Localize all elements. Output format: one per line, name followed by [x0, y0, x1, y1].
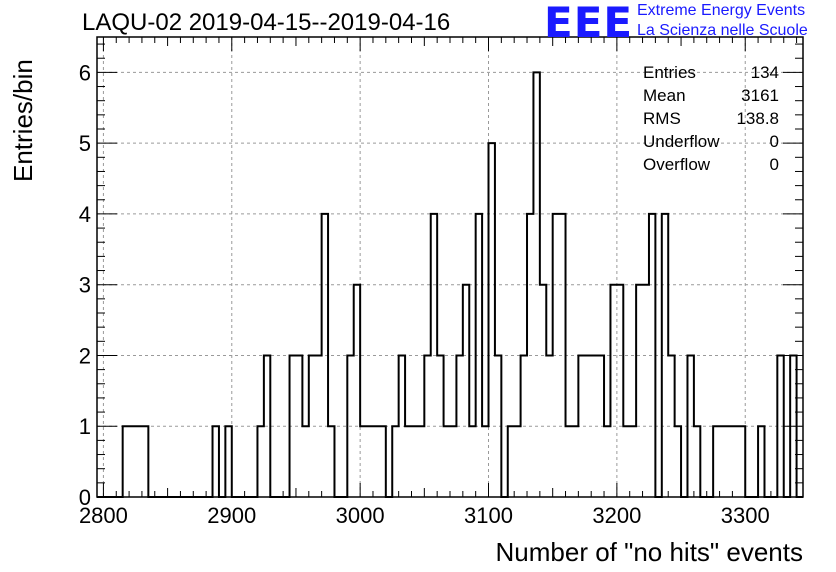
- stats-label: RMS: [643, 109, 681, 128]
- chart-title: LAQU-02 2019-04-15--2019-04-16: [82, 9, 451, 36]
- y-tick-label: 2: [79, 343, 91, 368]
- stats-value: 138.8: [736, 109, 779, 128]
- axis-ticks: [97, 37, 803, 498]
- stats-value: 134: [750, 63, 779, 82]
- x-axis-label: Number of "no hits" events: [495, 537, 804, 567]
- y-axis-label: Entries/bin: [8, 59, 38, 182]
- x-tick-label: 2800: [79, 503, 128, 528]
- stats-label: Entries: [643, 63, 696, 82]
- axis-tick-labels: 28002900300031003200330034000123456: [79, 60, 770, 528]
- stats-value: 3161: [741, 86, 779, 105]
- stats-value: 0: [769, 155, 779, 174]
- y-tick-label: 0: [79, 485, 91, 510]
- eee-logo: EEE: [544, 0, 634, 47]
- x-tick-label: 3300: [721, 503, 770, 528]
- stats-row-mean: Mean 3161: [643, 84, 779, 107]
- stats-row-underflow: Underflow 0: [643, 130, 779, 153]
- x-tick-label: 3200: [592, 503, 641, 528]
- stats-label: Underflow: [643, 132, 720, 151]
- x-tick-label: 3000: [336, 503, 385, 528]
- stats-label: Overflow: [643, 155, 711, 174]
- x-tick-label: 2900: [207, 503, 256, 528]
- stats-row-rms: RMS 138.8: [643, 107, 779, 130]
- y-tick-label: 4: [79, 202, 91, 227]
- stats-label: Mean: [643, 86, 686, 105]
- y-tick-label: 1: [79, 414, 91, 439]
- stats-value: 0: [769, 132, 779, 151]
- x-tick-label: 3100: [464, 503, 513, 528]
- stats-box: Entries 134 Mean 3161 RMS 138.8 Underflo…: [643, 61, 779, 176]
- y-tick-label: 3: [79, 273, 91, 298]
- stats-row-overflow: Overflow 0: [643, 153, 779, 176]
- logo-line-2: La Scienza nelle Scuole: [637, 22, 808, 39]
- y-tick-label: 5: [79, 131, 91, 156]
- stats-row-entries: Entries 134: [643, 61, 779, 84]
- y-tick-label: 6: [79, 60, 91, 85]
- logo-line-1: Extreme Energy Events: [637, 2, 806, 19]
